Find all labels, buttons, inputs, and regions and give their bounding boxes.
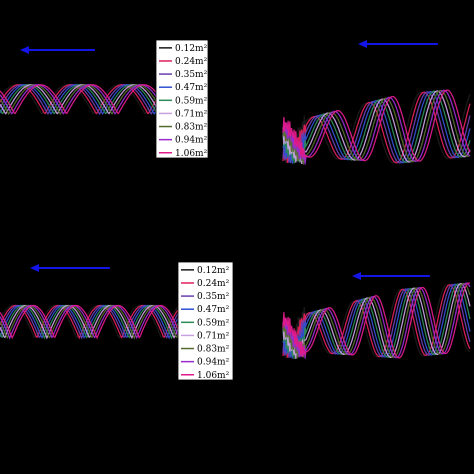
legend-label: 0.59m² bbox=[175, 96, 208, 106]
series-line-2 bbox=[0, 304, 179, 340]
panel-top-right bbox=[282, 40, 471, 165]
series-line-8 bbox=[0, 84, 161, 115]
legend-label: 0.71m² bbox=[197, 331, 230, 341]
direction-arrow-icon bbox=[20, 46, 95, 54]
legend-box bbox=[155, 39, 209, 159]
series-line-8 bbox=[282, 89, 471, 165]
series-line-9 bbox=[282, 282, 471, 359]
series-line-9 bbox=[282, 89, 471, 162]
legend-label: 1.06m² bbox=[175, 149, 208, 159]
direction-arrow-icon bbox=[352, 272, 430, 280]
legend-label: 0.47m² bbox=[175, 83, 208, 93]
series-line-9 bbox=[0, 84, 161, 115]
panel-bottom-left: 0.12m² 0.24m² 0.35m² 0.47m² 0.59m² 0.71m² 0.83… bbox=[0, 261, 234, 381]
series-line-1 bbox=[0, 304, 179, 340]
series-line-6 bbox=[0, 84, 161, 115]
legend-label: 0.94m² bbox=[197, 358, 230, 368]
series-line-7 bbox=[0, 84, 161, 116]
direction-arrow-icon bbox=[30, 264, 110, 272]
legend-label: 0.35m² bbox=[197, 292, 230, 302]
legend-label: 0.94m² bbox=[175, 136, 208, 146]
series-line-7 bbox=[282, 90, 471, 165]
series-line-8 bbox=[0, 304, 179, 340]
legend-label: 0.83m² bbox=[175, 123, 208, 133]
series-line-8 bbox=[282, 282, 471, 359]
legend-label: 0.24m² bbox=[197, 279, 230, 289]
legend-label: 0.12m² bbox=[175, 44, 208, 54]
panel-bottom-right bbox=[282, 272, 471, 360]
legend-label: 0.59m² bbox=[197, 318, 230, 328]
series-line-3 bbox=[282, 91, 471, 164]
series-line-2 bbox=[282, 91, 471, 164]
legend-label: 0.24m² bbox=[175, 57, 208, 67]
series-line-9 bbox=[0, 304, 179, 340]
legend-label: 0.71m² bbox=[175, 109, 208, 119]
legend-box bbox=[177, 261, 234, 381]
series-line-7 bbox=[282, 282, 471, 359]
series-line-3 bbox=[282, 283, 471, 358]
legend-label: 1.06m² bbox=[197, 371, 230, 381]
series-line-5 bbox=[0, 304, 179, 340]
legend-label: 0.83m² bbox=[197, 345, 230, 355]
series-line-1 bbox=[282, 284, 471, 358]
legend-label: 0.12m² bbox=[197, 266, 230, 276]
direction-arrow-icon bbox=[358, 40, 438, 48]
panel-top-left: 0.12m² 0.24m² 0.35m² 0.47m² 0.59m² 0.71m² 0.83… bbox=[0, 39, 209, 159]
legend-label: 0.47m² bbox=[197, 305, 230, 315]
legend-label: 0.35m² bbox=[175, 70, 208, 80]
legend: 0.12m² 0.24m² 0.35m² 0.47m² 0.59m² 0.71m² 0.83… bbox=[177, 261, 234, 381]
legend: 0.12m² 0.24m² 0.35m² 0.47m² 0.59m² 0.71m² 0.83… bbox=[155, 39, 209, 159]
series-line-2 bbox=[282, 284, 471, 358]
